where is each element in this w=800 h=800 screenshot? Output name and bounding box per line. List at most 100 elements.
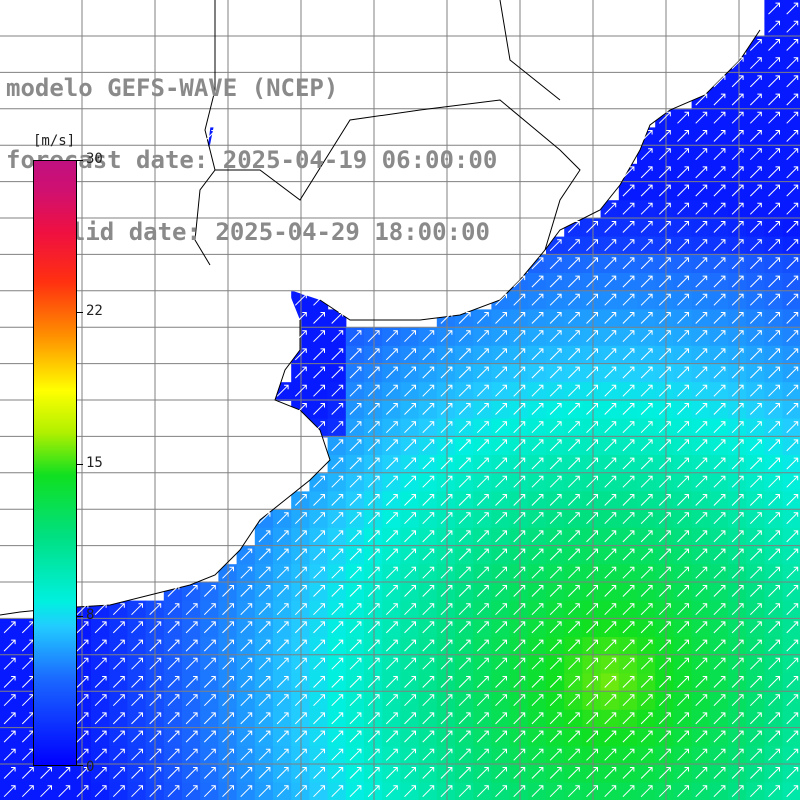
wind-arrow [677, 403, 689, 415]
wind-arrow [513, 384, 526, 397]
wind-arrow [731, 694, 744, 707]
wind-arrow [313, 421, 325, 434]
wind-arrow [3, 657, 16, 670]
wind-arrow [622, 439, 635, 452]
wind-arrow [367, 566, 380, 579]
wind-arrow [258, 657, 271, 670]
wind-arrow [786, 57, 799, 70]
wind-arrow [185, 639, 198, 652]
wind-arrow [149, 748, 162, 761]
wind-arrow [768, 2, 780, 15]
wind-arrow [404, 566, 416, 579]
wind-arrow [367, 748, 380, 761]
wind-arrow [549, 767, 562, 779]
wind-arrow [695, 730, 708, 743]
wind-arrow [3, 785, 16, 798]
wind-arrow [786, 330, 799, 343]
wind-arrow [495, 676, 507, 688]
wind-arrow [567, 330, 580, 343]
wind-arrow [677, 494, 689, 506]
wind-arrow [349, 366, 362, 379]
wind-arrow [749, 293, 762, 306]
wind-arrow [640, 566, 653, 579]
wind-arrow [640, 657, 653, 670]
wind-arrow [786, 293, 799, 306]
wind-arrow [367, 403, 380, 415]
wind-arrow [567, 785, 580, 798]
wind-arrow [422, 512, 435, 525]
wind-arrow [549, 293, 562, 306]
wind-arrow [677, 111, 689, 124]
wind-arrow [440, 494, 453, 506]
wind-arrow [695, 639, 708, 652]
wind-arrow [240, 694, 253, 707]
wind-arrow [549, 457, 562, 470]
wind-arrow [658, 293, 671, 306]
wind-arrow [586, 566, 598, 579]
wind-arrow [658, 639, 671, 652]
wind-arrow [731, 475, 744, 488]
wind-arrow [531, 366, 544, 379]
wind-arrow [531, 275, 544, 288]
wind-arrow [349, 639, 362, 652]
wind-arrow [385, 785, 398, 798]
wind-arrow [713, 330, 726, 343]
wind-arrow [422, 330, 435, 343]
wind-arrow [313, 712, 325, 725]
wind-arrow [495, 530, 507, 543]
wind-arrow [21, 767, 34, 779]
wind-arrow [258, 621, 271, 634]
wind-arrow [476, 639, 489, 652]
wind-arrow [622, 639, 635, 652]
wind-arrow [240, 785, 253, 798]
wind-arrow [422, 548, 435, 561]
wind-arrow [731, 366, 744, 379]
wind-arrow [422, 457, 435, 470]
wind-arrow [385, 657, 398, 670]
wind-arrow [349, 657, 362, 670]
wind-arrow [731, 257, 744, 270]
wind-arrow [713, 111, 726, 124]
wind-arrow [495, 421, 507, 434]
wind-arrow [185, 657, 198, 670]
wind-arrow [749, 639, 762, 652]
wind-arrow [76, 657, 89, 670]
wind-arrow [313, 767, 325, 779]
wind-arrow [713, 439, 726, 452]
wind-arrow [713, 403, 726, 415]
wind-arrow [658, 730, 671, 743]
wind-arrow [440, 748, 453, 761]
wind-arrow [786, 39, 799, 51]
wind-arrow [640, 512, 653, 525]
wind-arrow [749, 439, 762, 452]
wind-arrow [458, 366, 471, 379]
wind-arrow [367, 767, 380, 779]
wind-arrow [112, 603, 125, 616]
wind-arrow [768, 548, 780, 561]
wind-arrow [713, 275, 726, 288]
wind-arrow [349, 748, 362, 761]
wind-arrow [640, 330, 653, 343]
wind-arrow [513, 312, 526, 324]
wind-arrow [94, 767, 107, 779]
wind-arrow [258, 585, 271, 597]
wind-arrow [658, 494, 671, 506]
wind-arrow [731, 530, 744, 543]
wind-arrow [567, 548, 580, 561]
wind-arrow [640, 585, 653, 597]
wind-arrow [586, 366, 598, 379]
wind-arrow [768, 111, 780, 124]
wind-arrow [658, 221, 671, 233]
wind-arrow [604, 676, 617, 688]
wind-arrow [677, 421, 689, 434]
wind-arrow [385, 512, 398, 525]
wind-arrow [622, 785, 635, 798]
wind-arrow [440, 767, 453, 779]
wind-arrow [531, 457, 544, 470]
wind-arrow [276, 767, 289, 779]
wind-arrow [240, 621, 253, 634]
wind-arrow [240, 676, 253, 688]
wind-arrow [604, 730, 617, 743]
wind-arrow [3, 694, 16, 707]
wind-arrow [586, 403, 598, 415]
